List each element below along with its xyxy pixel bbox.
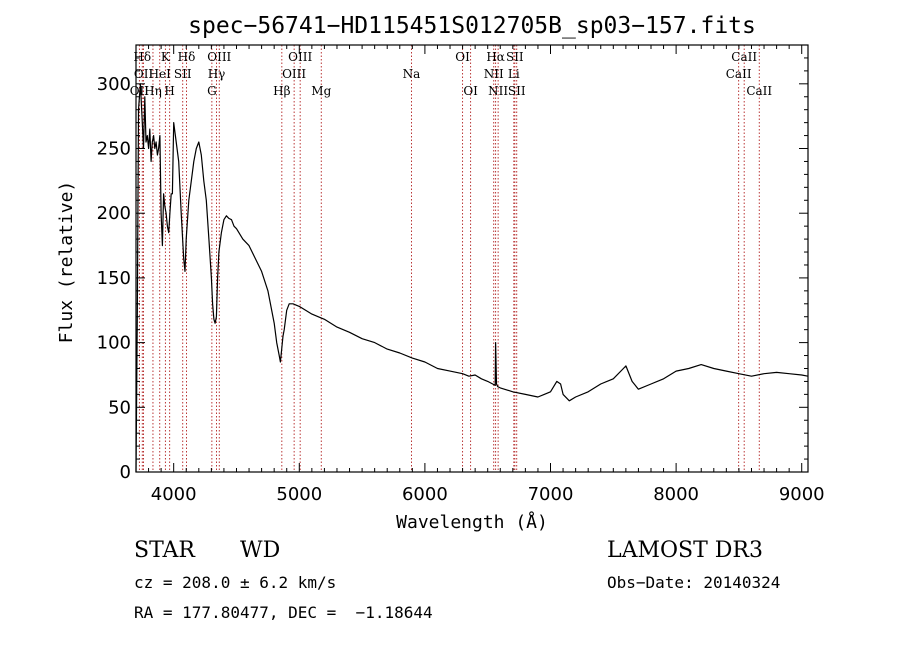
line-label-17: OI — [455, 50, 470, 64]
y-tick-label-250: 250 — [97, 139, 131, 160]
x-axis-ticks: 4000 5000 6000 7000 8000 9000 — [135, 45, 825, 505]
line-label-12: Hβ — [273, 84, 290, 98]
line-label-25: CaII — [726, 67, 752, 81]
plot-frame — [135, 44, 809, 473]
y-tick-label-50: 50 — [108, 397, 131, 418]
x-tick-label-9000: 9000 — [779, 484, 825, 505]
x-tick-label-6000: 6000 — [402, 484, 448, 505]
spectral-line-labels: OIIHδOIIHηHeIKHSIIHδGHγOIIIHβOIIIOIIIMgN… — [130, 50, 773, 98]
x-tick-label-7000: 7000 — [528, 484, 574, 505]
x-axis-label: Wavelength (Å) — [396, 511, 548, 533]
line-label-15: Mg — [311, 84, 331, 98]
survey-name: LAMOST DR3 — [607, 538, 763, 563]
line-label-1: Hδ — [133, 50, 151, 64]
object-subclass: WD — [240, 538, 281, 563]
sky-coordinates: RA = 177.80477, DEC = −1.18644 — [134, 603, 433, 622]
line-label-16: Na — [403, 67, 421, 81]
line-label-20: Hα — [486, 50, 505, 64]
line-label-4: HeI — [149, 67, 172, 81]
object-class: STAR — [134, 538, 195, 563]
y-axis-label: Flux (relative) — [56, 181, 77, 344]
observation-date: Obs−Date: 20140324 — [607, 573, 781, 592]
line-label-11: OIII — [207, 50, 231, 64]
y-tick-label-100: 100 — [97, 333, 131, 354]
line-label-6: H — [164, 84, 174, 98]
line-label-23: SII — [506, 50, 524, 64]
x-tick-label-5000: 5000 — [276, 484, 322, 505]
y-tick-label-300: 300 — [97, 74, 131, 95]
x-tick-label-4000: 4000 — [151, 484, 197, 505]
line-label-18: OI — [463, 84, 478, 98]
chart-title: spec−56741−HD115451S012705B_sp03−157.fit… — [188, 13, 756, 39]
line-label-9: G — [207, 84, 217, 98]
y-tick-label-200: 200 — [97, 203, 131, 224]
line-label-22: Li — [508, 67, 520, 81]
y-tick-label-150: 150 — [97, 268, 131, 289]
line-label-26: CaII — [731, 50, 757, 64]
line-label-27: CaII — [746, 84, 772, 98]
line-label-19: NII — [484, 67, 504, 81]
line-label-8: Hδ — [178, 50, 196, 64]
line-label-3: Hη — [144, 84, 162, 98]
spectral-line-markers — [138, 45, 760, 472]
line-label-7: SII — [174, 67, 192, 81]
y-axis-ticks: 0 50 100 150 200 250 300 — [97, 44, 808, 483]
line-label-24: SII — [508, 84, 526, 98]
line-label-10: Hγ — [208, 67, 226, 81]
line-label-14: OIII — [288, 50, 312, 64]
line-label-5: K — [161, 50, 171, 64]
y-tick-label-0: 0 — [120, 462, 131, 483]
x-tick-label-8000: 8000 — [653, 484, 699, 505]
spectrum-line — [135, 83, 809, 473]
line-label-13: OIII — [282, 67, 306, 81]
redshift-cz: cz = 208.0 ± 6.2 km/s — [134, 573, 337, 592]
line-label-21: NII — [488, 84, 508, 98]
